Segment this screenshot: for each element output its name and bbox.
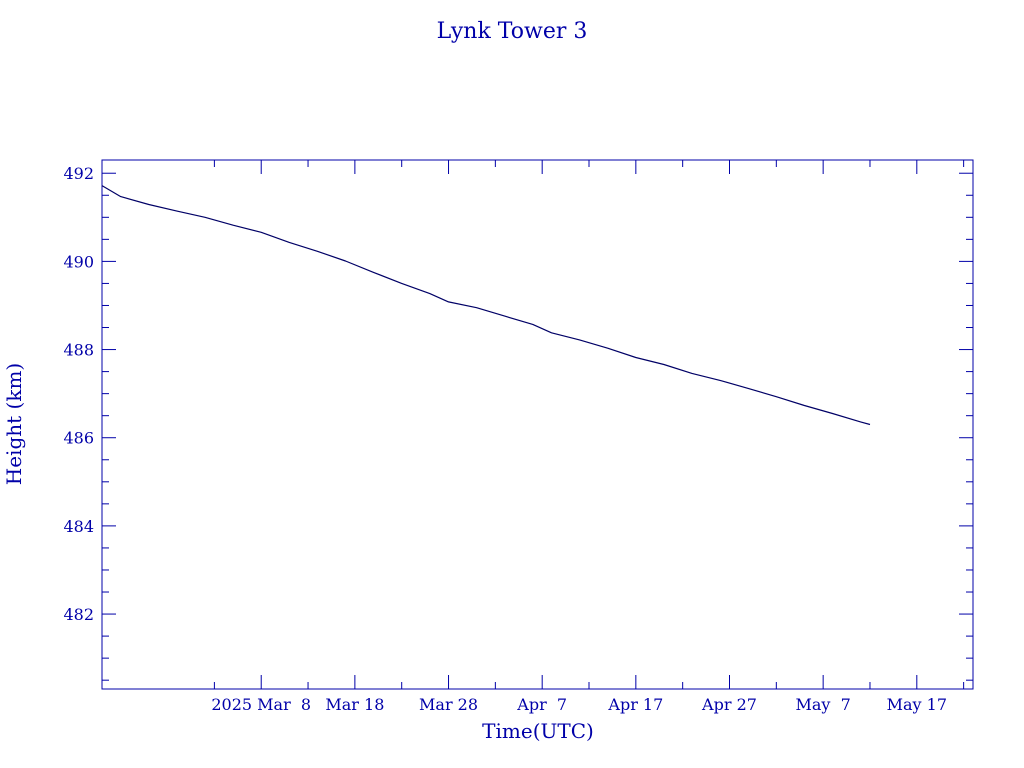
x-tick-label: 2025 Mar 8 bbox=[211, 695, 311, 714]
y-tick-label: 482 bbox=[63, 605, 94, 624]
axis-ticks bbox=[102, 160, 973, 689]
x-tick-label: Apr 17 bbox=[607, 695, 663, 714]
y-tick-label: 486 bbox=[63, 429, 94, 448]
x-tick-labels: 2025 Mar 8 Mar 18 Mar 28 Apr 7 Apr 17 Apr 27 M… bbox=[211, 695, 947, 714]
x-tick-label: Mar 18 bbox=[325, 695, 384, 714]
x-tick-label: Mar 28 bbox=[419, 695, 478, 714]
y-tick-label: 488 bbox=[63, 341, 94, 360]
x-tick-label: Apr 27 bbox=[701, 695, 757, 714]
y-axis-label: Height (km) bbox=[2, 363, 26, 485]
x-tick-label: May 17 bbox=[887, 695, 947, 714]
y-tick-label: 492 bbox=[63, 164, 94, 183]
series-line bbox=[101, 185, 871, 426]
x-tick-label: May 7 bbox=[795, 695, 850, 714]
series-group bbox=[101, 185, 871, 426]
y-tick-label: 490 bbox=[63, 252, 94, 271]
plot-frame bbox=[101, 159, 974, 690]
y-tick-label: 484 bbox=[63, 517, 94, 536]
y-tick-labels: 482 484 486 488 490 492 bbox=[63, 164, 94, 624]
x-tick-label: Apr 7 bbox=[516, 695, 567, 714]
chart-title: Lynk Tower 3 bbox=[437, 19, 588, 44]
x-axis-label: Time(UTC) bbox=[482, 719, 594, 743]
